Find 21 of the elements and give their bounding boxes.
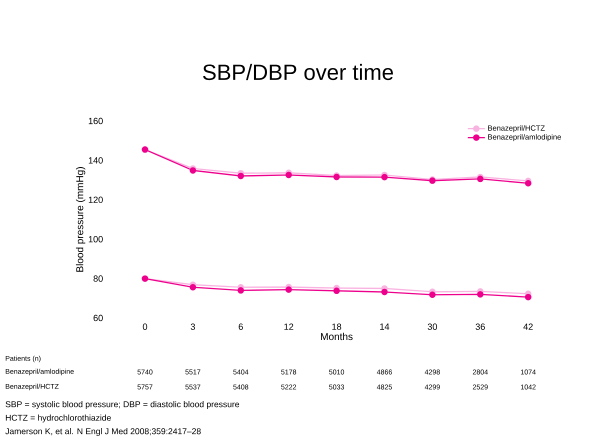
x-tick-label: 3	[190, 324, 196, 330]
y-axis-title: Blood pressure (mmHg)	[76, 167, 86, 272]
y-tick-label: 120	[88, 196, 103, 203]
x-tick-label: 18	[332, 324, 342, 330]
text: HCTZ = hydrochlorothiazide	[6, 414, 111, 422]
text: Jamerson K, et al. N Engl J Med 2008;359:2417–28	[5, 428, 201, 436]
x-tick-label: 6	[238, 324, 243, 330]
x-tick-label: 12	[284, 324, 294, 330]
y-tick-label: 160	[88, 118, 103, 124]
x-axis-title: Months	[321, 332, 353, 340]
x-tick-label: 36	[476, 324, 485, 330]
x-tick-label: 30	[428, 324, 438, 330]
y-tick-label: 60	[94, 314, 103, 322]
y-tick-label: 100	[88, 236, 103, 242]
x-tick-label: 14	[380, 324, 390, 330]
x-tick-label: 42	[523, 324, 533, 330]
y-tick-label: 140	[88, 157, 103, 164]
y-tick-label: 80	[94, 275, 103, 282]
x-tick-label: 0	[142, 324, 148, 330]
text: SBP = systolic blood pressure; DBP = diastolic blood pressure	[6, 401, 240, 409]
chart-title: SBP/DBP over time	[203, 64, 393, 80]
